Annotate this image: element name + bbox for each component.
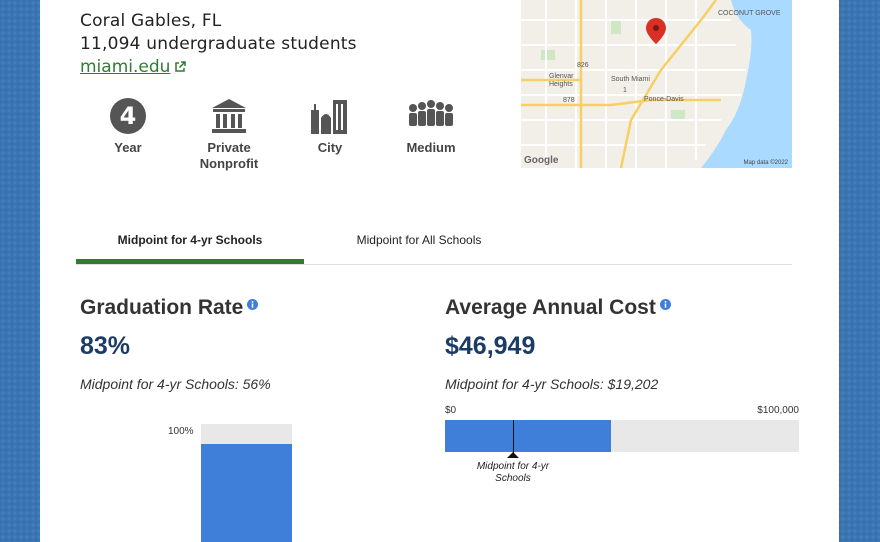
people-group-icon [409,100,453,126]
tab-midpoint-all[interactable]: Midpoint for All Schools [356,233,482,247]
cost-axis-max: $100,000 [757,405,799,416]
map-label-coconut-grove: COCONUT GROVE [718,10,781,17]
campus-map[interactable]: COCONUT GROVE Glenvar Heights South Miam… [521,0,792,168]
feature-setting: City [280,96,380,156]
average-cost-midpoint: Midpoint for 4-yr Schools: $19,202 [445,376,659,392]
school-enrollment: 11,094 undergraduate students [80,34,357,54]
comparison-tabs: Midpoint for 4-yr Schools Midpoint for A… [76,226,792,265]
map-attribution: Map data ©2022 [743,160,788,166]
feature-label-size: Medium [406,140,456,155]
four-year-icon: 4 [110,98,146,134]
svg-text:4: 4 [120,102,137,130]
feature-label-control: Private Nonprofit [199,140,259,171]
average-cost-title: Average Annual Cost [445,296,656,319]
school-info: Coral Gables, FL 11,094 undergraduate st… [80,10,357,79]
cost-midpoint-arrow [506,452,519,458]
graduation-rate-title: Graduation Rate [80,296,244,319]
feature-control: Private Nonprofit [179,96,279,172]
map-label-south-miami: South Miami [611,76,650,83]
graduation-rate-heading: Graduation Rate [80,296,259,320]
map-label-878: 878 [563,97,575,104]
school-location: Coral Gables, FL [80,11,222,31]
school-website-link[interactable]: miami.edu [80,57,171,77]
cost-bar-track [445,420,799,458]
map-label-1: 1 [623,87,627,94]
external-link-icon[interactable] [174,61,187,73]
feature-size: Medium [381,96,481,156]
tab-midpoint-4yr[interactable]: Midpoint for 4-yr Schools [76,226,304,264]
graduation-bar-fill [201,444,292,542]
average-cost-value: $46,949 [445,332,536,360]
school-website-row: miami.edu [80,56,357,79]
graduation-rate-midpoint: Midpoint for 4-yr Schools: 56% [80,376,271,392]
map-label-826: 826 [577,62,589,69]
graduation-bar-track [201,424,292,542]
google-logo: Google [524,155,559,166]
feature-year: 4 Year [78,96,178,156]
graduation-axis-tick: 100% [168,426,194,437]
graduation-rate-value: 83% [80,332,131,360]
map-graphic [521,0,792,168]
map-label-glenvar-heights: Glenvar Heights [549,73,574,88]
info-icon[interactable] [659,299,671,310]
feature-label-setting: City [317,140,343,155]
building-columns-icon [212,99,246,133]
city-icon [311,100,347,134]
average-cost-heading: Average Annual Cost [445,296,671,320]
cost-axis-min: $0 [445,405,457,416]
info-icon[interactable] [247,299,259,310]
cost-midpoint-label: Midpoint for 4-yr Schools [476,461,550,484]
feature-label-year: Year [114,140,142,155]
map-label-ponce-davis: Ponce-Davis [644,96,684,103]
cost-bar-fill [445,420,612,452]
school-card: Coral Gables, FL 11,094 undergraduate st… [40,0,839,542]
cost-midpoint-marker [512,420,514,456]
